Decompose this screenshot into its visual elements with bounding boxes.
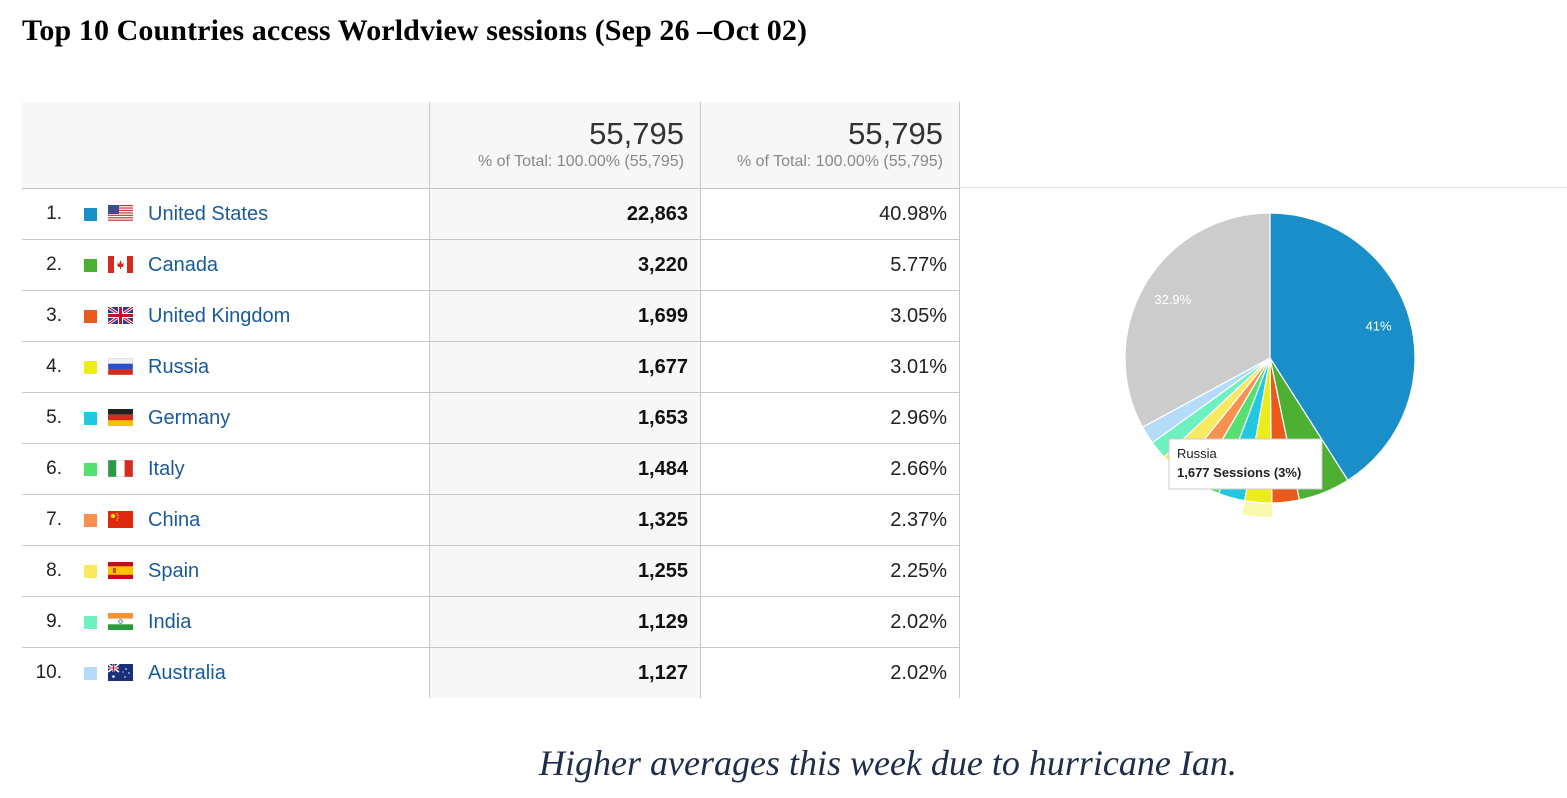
table-row: 3. United Kingdom 1,699 3.05% (22, 291, 960, 342)
germany-flag-icon (108, 409, 133, 426)
percent-total-subtitle: % of Total: 100.00% (55,795) (736, 153, 943, 170)
sessions-value: 1,255 (429, 546, 700, 596)
legend-swatch (84, 259, 97, 272)
row-rank: 7. (46, 509, 62, 530)
table-row: 2. Canada 3,220 5.77% (22, 240, 960, 291)
sessions-value: 1,484 (429, 444, 700, 494)
country-link[interactable]: Spain (148, 560, 200, 582)
row-rank: 10. (35, 662, 62, 683)
tooltip-box (1168, 438, 1323, 490)
percent-value: 40.98% (700, 189, 960, 239)
row-rank: 4. (46, 356, 62, 377)
table-row: 5. Germany 1,653 2.96% (22, 393, 960, 444)
uk-flag-icon (107, 305, 134, 326)
row-rank: 1. (46, 203, 62, 224)
table-row: 4. Russia 1,677 3.01% (22, 342, 960, 393)
percent-value: 2.02% (700, 648, 960, 698)
legend-swatch (84, 514, 97, 527)
pie-label: 32.9% (1154, 292, 1191, 307)
pie-slice-other[interactable] (1124, 212, 1271, 428)
percent-value: 3.01% (700, 342, 960, 392)
sessions-total-subtitle: % of Total: 100.00% (55,795) (477, 153, 684, 170)
us-flag-icon (108, 205, 133, 222)
row-rank: 8. (46, 560, 62, 581)
percent-value: 2.02% (700, 597, 960, 647)
country-link[interactable]: India (148, 611, 192, 633)
legend-swatch (84, 208, 97, 221)
row-rank: 2. (46, 254, 62, 275)
country-link[interactable]: Australia (148, 662, 226, 684)
legend-swatch (84, 412, 97, 425)
sessions-value: 1,325 (429, 495, 700, 545)
row-rank: 5. (46, 407, 62, 428)
sessions-value: 22,863 (429, 189, 700, 239)
percent-value: 5.77% (700, 240, 960, 290)
china-flag-icon (108, 511, 133, 528)
table-row: 6. Italy 1,484 2.66% (22, 444, 960, 495)
legend-swatch (84, 463, 97, 476)
percent-column-header[interactable]: 55,795 % of Total: 100.00% (55,795) (700, 102, 960, 188)
row-rank: 6. (46, 458, 62, 479)
india-flag-icon (108, 613, 133, 630)
percent-value: 2.37% (700, 495, 960, 545)
table-body: 1. United States 22,863 40.98% 2. Canada 3,220… (22, 189, 960, 698)
percent-value: 2.96% (700, 393, 960, 443)
sessions-total: 55,795 (589, 116, 684, 151)
legend-swatch (84, 361, 97, 374)
divider (960, 187, 1567, 188)
country-link[interactable]: Canada (148, 254, 219, 276)
sessions-value: 1,653 (429, 393, 700, 443)
table-row: 1. United States 22,863 40.98% (22, 189, 960, 240)
sessions-value: 1,129 (429, 597, 700, 647)
legend-swatch (84, 310, 97, 323)
russia-flag-icon (107, 357, 134, 376)
table-row: 7. China 1,325 2.37% (22, 495, 960, 546)
sessions-pie-chart: 41% 32.9% Russia 1,677 Sessions (3%) (1124, 212, 1416, 517)
sessions-value: 3,220 (429, 240, 700, 290)
country-link[interactable]: Italy (148, 458, 185, 480)
country-sessions-table: 55,795 % of Total: 100.00% (55,795) 55,7… (22, 102, 960, 698)
row-rank: 3. (46, 305, 62, 326)
australia-flag-icon (107, 663, 133, 681)
legend-swatch (84, 616, 97, 629)
row-rank: 9. (46, 611, 62, 632)
country-link[interactable]: Germany (148, 407, 231, 429)
sessions-value: 1,699 (429, 291, 700, 341)
pie-slice-united-states[interactable] (1269, 212, 1416, 482)
spain-flag-icon (108, 562, 133, 579)
percent-value: 2.25% (700, 546, 960, 596)
tooltip-title: Russia (1177, 446, 1218, 461)
table-row: 8. Spain 1,255 2.25% (22, 546, 960, 597)
country-link[interactable]: United States (148, 203, 269, 225)
sessions-value: 1,127 (429, 648, 700, 698)
page-title: Top 10 Countries access Worldview sessio… (22, 14, 808, 47)
legend-swatch (84, 667, 97, 680)
legend-swatch (84, 565, 97, 578)
percent-value: 2.66% (700, 444, 960, 494)
table-row: 10. Australia 1,127 2.02% (22, 648, 960, 698)
italy-flag-icon (107, 459, 134, 478)
chart-tooltip: Russia 1,677 Sessions (3%) (1168, 438, 1323, 490)
country-link[interactable]: Russia (148, 356, 210, 378)
table-row: 9. India 1,129 2.02% (22, 597, 960, 648)
sessions-value: 1,677 (429, 342, 700, 392)
country-link[interactable]: China (148, 509, 201, 531)
canada-flag-icon (108, 256, 133, 273)
pie-label: 41% (1366, 318, 1392, 333)
percent-value: 3.05% (700, 291, 960, 341)
tooltip-value: 1,677 Sessions (3%) (1177, 465, 1301, 480)
table-header: 55,795 % of Total: 100.00% (55,795) 55,7… (22, 102, 960, 189)
sessions-column-header[interactable]: 55,795 % of Total: 100.00% (55,795) (429, 102, 700, 188)
percent-total: 55,795 (848, 116, 943, 151)
footnote: Higher averages this week due to hurrica… (539, 743, 1237, 783)
country-link[interactable]: United Kingdom (148, 305, 291, 327)
pie-slice-highlight (1242, 501, 1273, 517)
